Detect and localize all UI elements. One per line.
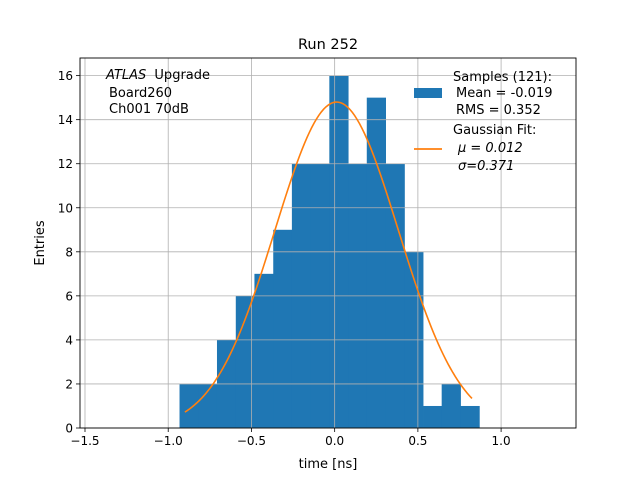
channel-label: Ch001 70dB xyxy=(109,102,189,117)
x-tick-label: 1.0 xyxy=(492,434,511,448)
x-tick-label: 0.0 xyxy=(325,434,344,448)
histogram-bar xyxy=(460,405,480,428)
y-tick-label: 10 xyxy=(58,201,73,215)
gaussian-fit-line xyxy=(184,101,473,413)
legend-samples-rms: RMS = 0.352 xyxy=(456,103,541,118)
histogram-bar xyxy=(198,383,218,428)
x-tick-label: −1.5 xyxy=(70,434,99,448)
legend-samples-mean: Mean = -0.019 xyxy=(456,86,552,101)
legend-fit-mu: μ = 0.012 xyxy=(457,141,523,156)
histogram-bar xyxy=(235,295,256,428)
histogram-bar xyxy=(273,229,293,428)
histogram-bar xyxy=(441,383,461,428)
legend-fit-title: Gaussian Fit: xyxy=(453,123,536,138)
plot-frame xyxy=(79,57,577,429)
legend-samples-swatch xyxy=(414,88,442,98)
histogram-bar xyxy=(254,273,274,428)
chart-title: Run 252 xyxy=(298,37,358,53)
x-tick-label: −1.0 xyxy=(154,434,183,448)
x-tick-label: −0.5 xyxy=(237,434,266,448)
histogram-bar xyxy=(423,405,443,428)
y-tick-label: 12 xyxy=(58,157,73,171)
board-label: Board260 xyxy=(109,86,172,101)
y-tick-label: 16 xyxy=(58,69,73,83)
legend: Samples (121): Mean = -0.019 RMS = 0.352… xyxy=(414,70,552,174)
annotation-text: ATLAS Upgrade Board260 Ch001 70dB xyxy=(105,68,210,117)
x-axis-ticks: −1.5 −1.0 −0.5 0.0 0.5 1.0 xyxy=(70,428,511,448)
x-axis-label: time [ns] xyxy=(299,457,358,472)
x-tick-label: 0.5 xyxy=(408,434,427,448)
legend-fit-sigma: σ=0.371 xyxy=(458,159,514,174)
svg-text:ATLAS Upgrade: ATLAS Upgrade xyxy=(105,68,210,83)
legend-samples-title: Samples (121): xyxy=(453,70,552,85)
y-tick-label: 6 xyxy=(65,289,73,303)
atlas-label: ATLAS xyxy=(105,68,146,83)
y-tick-label: 4 xyxy=(65,333,73,347)
y-tick-label: 2 xyxy=(65,377,73,391)
y-axis-ticks: 0 2 4 6 8 10 12 14 16 xyxy=(58,69,80,436)
y-tick-label: 14 xyxy=(58,113,73,127)
y-tick-label: 0 xyxy=(65,422,73,436)
histogram-bar xyxy=(366,97,386,428)
y-axis-label: Entries xyxy=(33,220,48,266)
histogram-bar xyxy=(179,383,199,428)
y-tick-label: 8 xyxy=(65,245,73,259)
upgrade-label: Upgrade xyxy=(154,68,210,83)
